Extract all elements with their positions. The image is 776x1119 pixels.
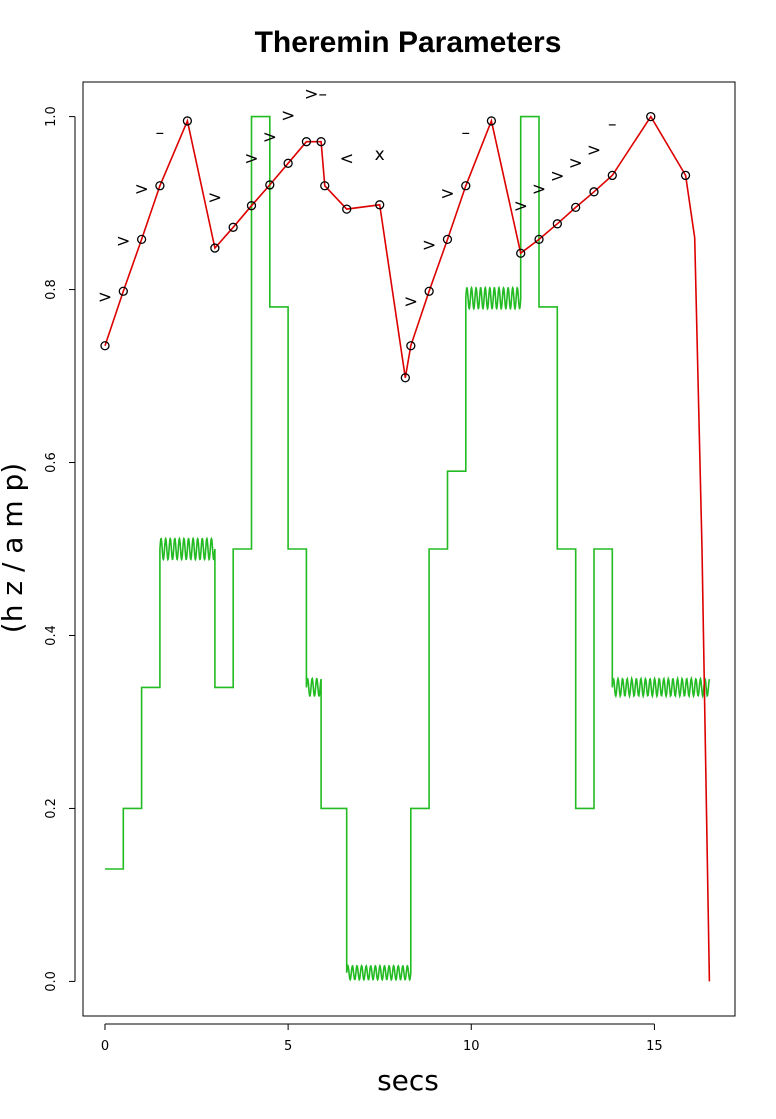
annotation-label: > xyxy=(98,288,112,308)
annotation-label: > xyxy=(569,153,583,173)
series-red-point xyxy=(461,181,471,191)
annotation-label: > xyxy=(208,188,222,208)
annotation-label: – xyxy=(156,123,165,143)
y-tick-label: 0.4 xyxy=(44,625,59,646)
y-tick-label: 0.6 xyxy=(44,452,59,473)
y-axis-title: (h z / a m p) xyxy=(0,463,29,633)
series-red-point xyxy=(424,286,434,296)
series-red-point xyxy=(534,234,544,245)
annotation-label: > xyxy=(587,141,601,161)
annotation-label: > xyxy=(532,179,546,199)
series-red-point xyxy=(246,201,257,211)
series-red-point xyxy=(118,286,128,296)
series-red-point xyxy=(301,137,312,147)
x-axis-title: secs xyxy=(377,1064,439,1097)
annotation-label: > xyxy=(244,149,258,169)
annotation-layer: >>>–>>>>>–< x>>>–>>>>>– xyxy=(98,84,617,312)
series-red-point xyxy=(342,204,352,214)
x-axis: 0 5 10 15 xyxy=(101,1023,663,1054)
annotation-label: > xyxy=(134,179,148,199)
series-red-point xyxy=(486,116,497,126)
series-red-point xyxy=(210,243,220,253)
series-red-point xyxy=(155,181,165,191)
annotation-label: < xyxy=(340,149,354,169)
series-red-point xyxy=(406,341,416,351)
annotation-label: > xyxy=(550,166,564,186)
series-red-point xyxy=(571,202,581,213)
series-red-point xyxy=(516,248,526,258)
series-red-point xyxy=(589,187,599,197)
series-red-point xyxy=(320,181,330,191)
y-tick-label: 0.8 xyxy=(44,279,59,300)
series-red-point xyxy=(136,234,147,245)
series-red-point xyxy=(442,234,453,245)
series-green-line xyxy=(105,115,711,982)
annotation-label: >– xyxy=(304,84,327,104)
annotation-label: > xyxy=(404,292,418,312)
series-red-point xyxy=(375,200,385,210)
series-red-point xyxy=(552,219,562,229)
series-red-point xyxy=(100,341,110,351)
series-red-point xyxy=(283,158,293,168)
series-red-point xyxy=(316,137,326,147)
series-red-point xyxy=(680,170,691,181)
chart-title: Theremin Parameters xyxy=(255,26,562,59)
y-tick-label: 0.2 xyxy=(44,798,59,819)
annotation-label: > xyxy=(281,106,295,126)
annotation-label: – xyxy=(608,115,617,135)
annotation-label: x xyxy=(375,145,385,165)
series-red-line xyxy=(104,115,711,982)
y-tick-label: 1.0 xyxy=(44,106,59,127)
x-tick-label: 0 xyxy=(101,1039,109,1054)
series-layer xyxy=(100,111,711,982)
annotation-label: > xyxy=(422,236,436,256)
annotation-label: – xyxy=(462,123,471,143)
series-red-point xyxy=(607,170,617,181)
y-axis: 0.0 0.2 0.4 0.6 0.8 1.0 xyxy=(44,106,76,992)
x-tick-label: 10 xyxy=(463,1039,480,1054)
x-tick-label: 15 xyxy=(646,1039,663,1054)
annotation-label: > xyxy=(514,197,528,217)
y-tick-label: 0.0 xyxy=(44,971,59,992)
x-tick-label: 5 xyxy=(284,1039,292,1054)
series-red-point xyxy=(228,222,238,232)
series-red-point xyxy=(646,111,656,122)
series-red-point xyxy=(400,373,410,383)
series-red-point xyxy=(182,116,193,126)
plot-frame xyxy=(82,81,736,1017)
annotation-label: > xyxy=(116,231,130,251)
annotation-label: > xyxy=(440,184,454,204)
series-red-point xyxy=(265,180,275,190)
annotation-label: > xyxy=(263,128,277,148)
